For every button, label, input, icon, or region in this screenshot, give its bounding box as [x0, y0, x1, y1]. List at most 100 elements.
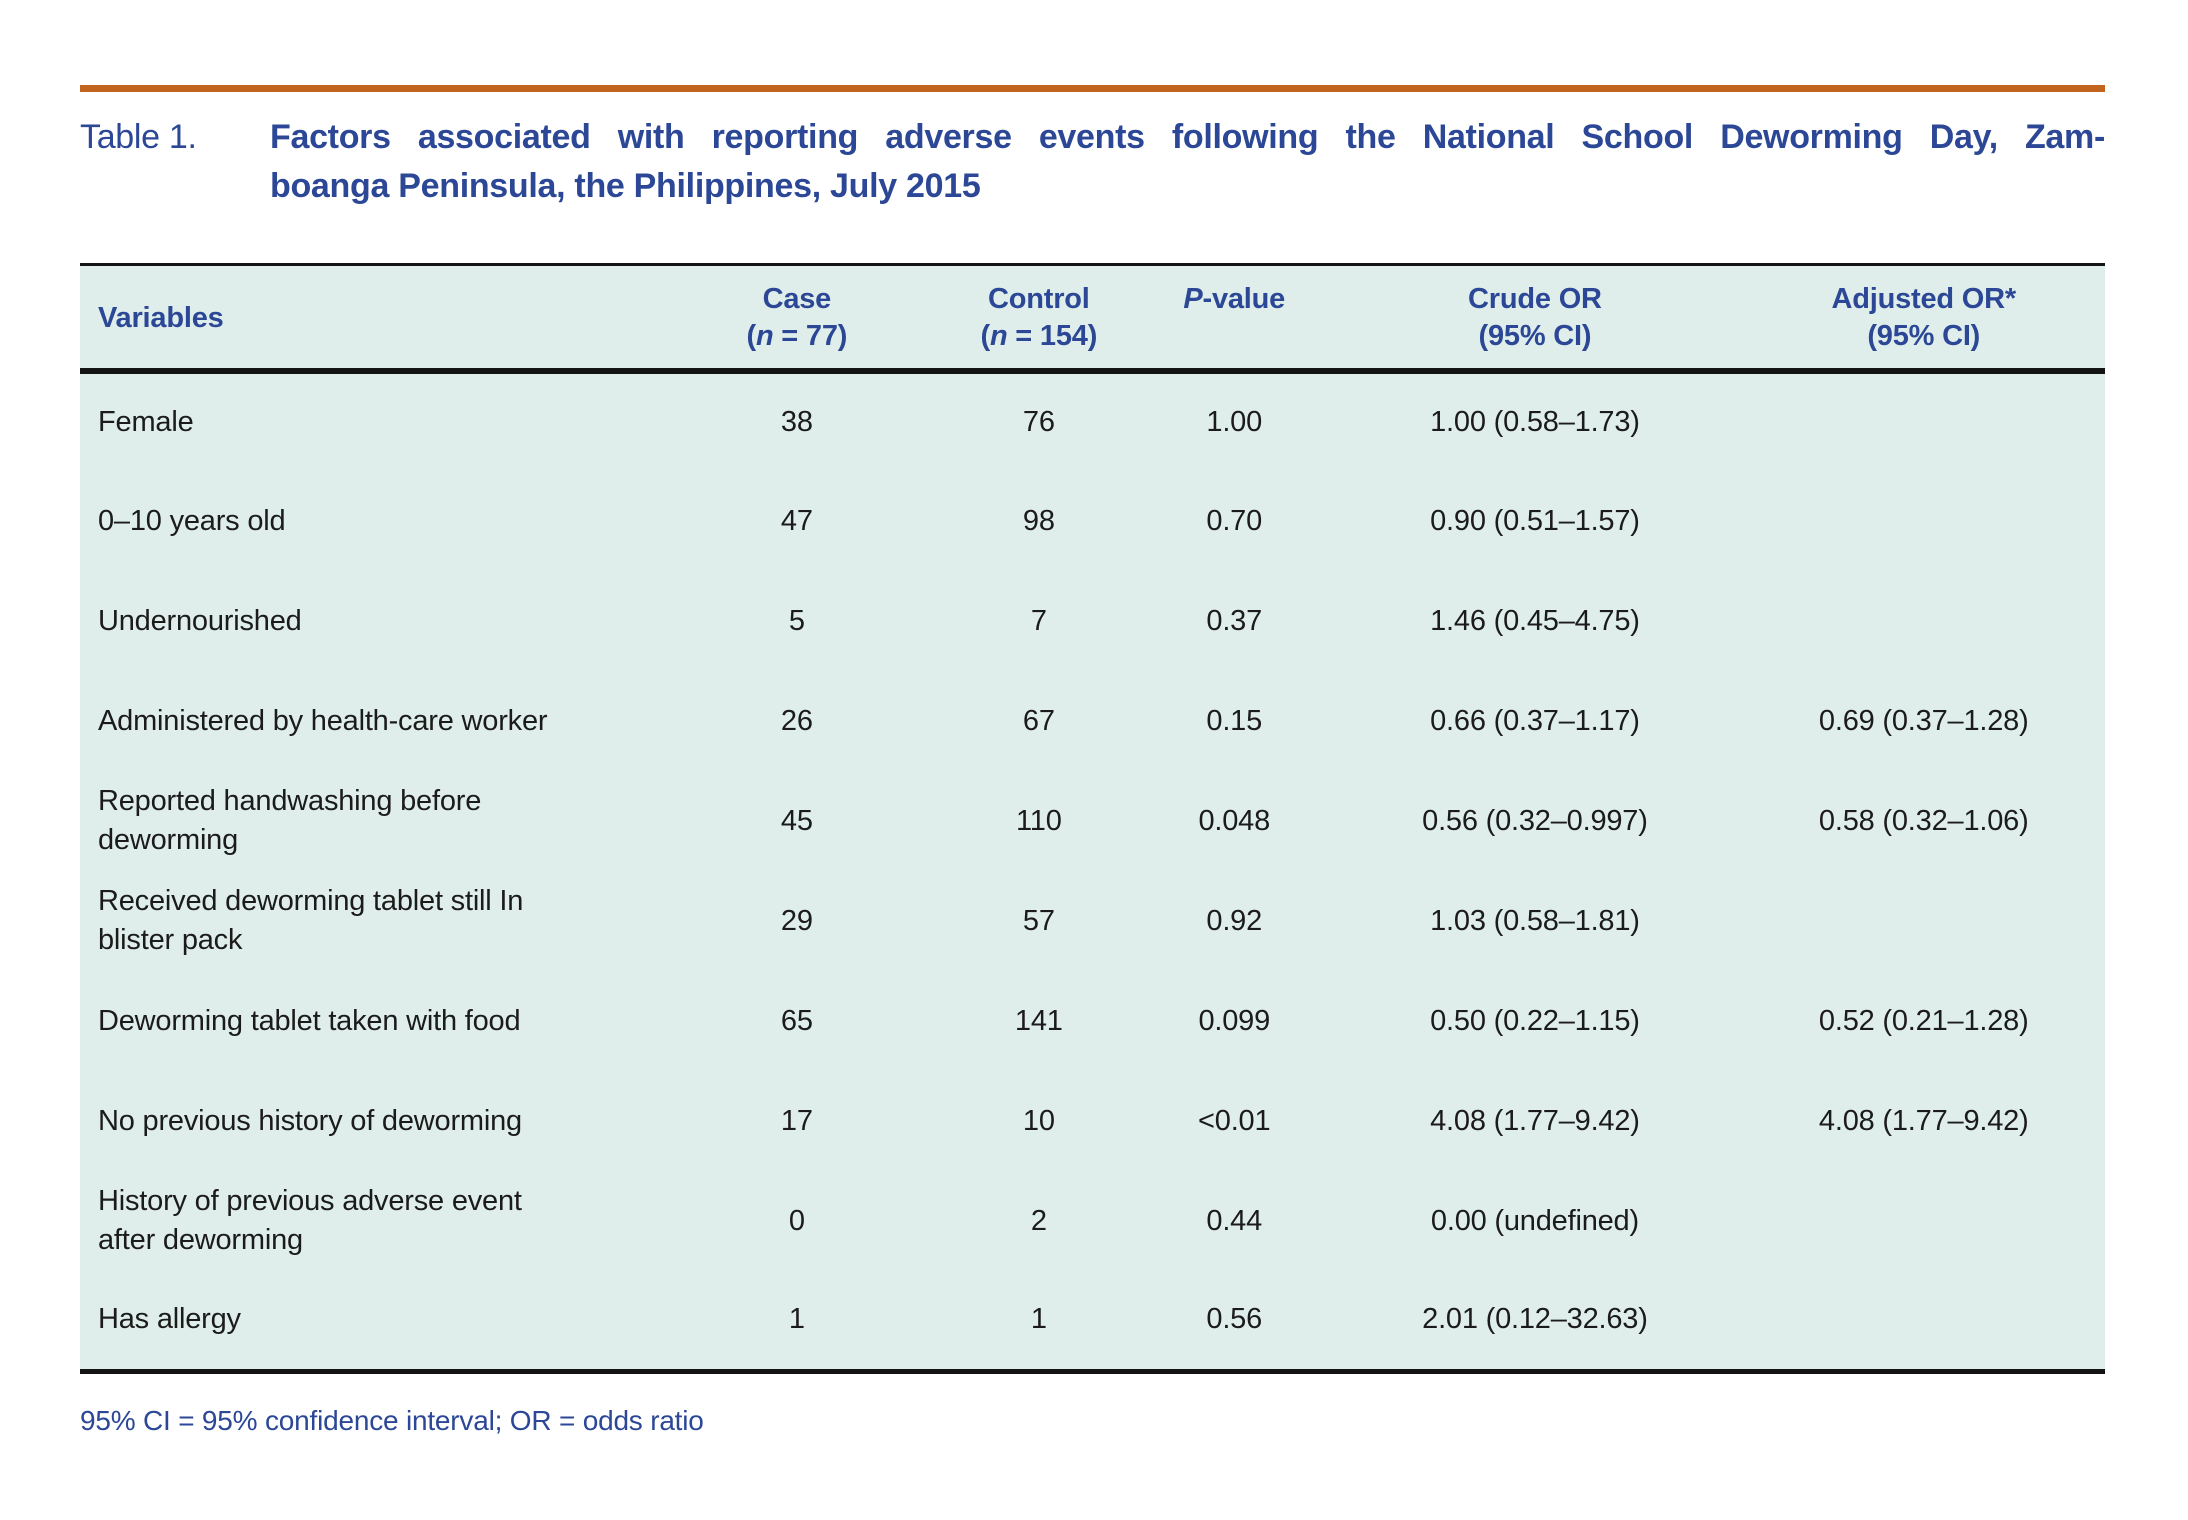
n-value: = 77) — [773, 320, 848, 352]
data-table: Variables Case (n = 77) Control (n = 154… — [80, 263, 2105, 1374]
table-row: History of previous adverse event after … — [80, 1171, 2105, 1271]
variable-label: Has allergy — [98, 1303, 241, 1336]
variable-cell: Deworming tablet taken with food — [80, 971, 657, 1071]
variable-cell: No previous history of deworming — [80, 1071, 657, 1171]
pvalue-cell: 0.15 — [1206, 704, 1263, 737]
table-row: Received deworming tablet still In blist… — [80, 871, 2105, 971]
adjusted-or-cell — [1742, 571, 2105, 671]
table-header: Variables Case (n = 77) Control (n = 154… — [80, 264, 2105, 374]
case-cell: 29 — [780, 904, 813, 937]
case-cell: 65 — [780, 1004, 813, 1037]
table-title-line2: boanga Peninsula, the Philippines, July … — [270, 167, 981, 205]
adjusted-or-cell — [1742, 1171, 2105, 1271]
header-control-n: (n = 154) — [937, 318, 1142, 355]
variable-cell: History of previous adverse event after … — [80, 1171, 657, 1271]
variable-label: Female — [98, 406, 194, 438]
control-cell: 2 — [1030, 1204, 1047, 1237]
control-cell: 1 — [1030, 1303, 1047, 1336]
pvalue-cell: 0.92 — [1206, 904, 1263, 937]
variable-label: No previous history of deworming — [98, 1104, 522, 1137]
pvalue-cell: <0.01 — [1198, 1104, 1271, 1137]
adjusted-or-cell — [1742, 371, 2105, 471]
table-row: No previous history of deworming 17 10 <… — [80, 1071, 2105, 1171]
variable-cell: Received deworming tablet still In blist… — [80, 871, 657, 971]
footnote: 95% CI = 95% confidence interval; OR = o… — [80, 1404, 704, 1436]
variable-label: 0–10 years old — [98, 504, 286, 537]
table-label: Table 1. — [80, 118, 197, 156]
control-cell: 110 — [1016, 804, 1062, 837]
case-cell: 0 — [788, 1204, 805, 1237]
header-row: Variables Case (n = 77) Control (n = 154… — [80, 264, 2105, 374]
pvalue-cell: 0.70 — [1206, 504, 1263, 537]
control-cell: 67 — [1022, 704, 1055, 737]
crude-or-cell: 1.03 (0.58–1.81) — [1430, 904, 1640, 937]
adjusted-or-cell — [1742, 1271, 2105, 1371]
header-adjusted-or-label: Adjusted OR* — [1831, 283, 2016, 315]
table-title: Factors associated with reporting advers… — [270, 113, 2105, 211]
pvalue-cell: 0.56 — [1206, 1303, 1263, 1336]
variable-label: Administered by health-care worker — [98, 704, 548, 737]
table-body: Female 38 76 1.00 1.00 (0.58–1.73) 0–10 … — [80, 371, 2105, 1371]
pvalue-cell: 0.099 — [1198, 1004, 1271, 1037]
case-cell: 17 — [780, 1104, 813, 1137]
paren-open: ( — [746, 320, 756, 352]
header-variables: Variables — [80, 264, 658, 374]
header-pvalue-spacer — [1141, 318, 1327, 355]
header-variables-label: Variables — [98, 301, 224, 334]
pvalue-cell: 0.44 — [1206, 1204, 1263, 1237]
crude-or-cell: 0.90 (0.51–1.57) — [1430, 504, 1640, 537]
variable-cell: Has allergy — [80, 1271, 657, 1371]
variable-cell: Female — [80, 371, 657, 471]
control-cell: 10 — [1022, 1104, 1055, 1137]
pvalue-cell: 0.048 — [1198, 804, 1271, 837]
crude-or-cell: 1.00 (0.58–1.73) — [1430, 406, 1640, 438]
top-rule — [80, 85, 2105, 92]
header-case-label: Case — [762, 283, 832, 315]
control-cell: 76 — [1022, 406, 1055, 438]
paren-open: ( — [980, 320, 990, 352]
table-caption: Table 1. Factors associated with reporti… — [80, 113, 2105, 211]
control-cell: 7 — [1030, 604, 1047, 637]
variable-label: Received deworming tablet still In blist… — [98, 885, 524, 956]
table-row: Deworming tablet taken with food 65 141 … — [80, 971, 2105, 1071]
header-adjusted-or-ci: (95% CI) — [1867, 320, 1981, 352]
variable-label: Deworming tablet taken with food — [98, 1004, 521, 1037]
control-cell: 141 — [1014, 1004, 1063, 1037]
p-italic: P — [1183, 283, 1203, 315]
variable-label: Reported handwashing before deworming — [98, 785, 482, 856]
variable-cell: 0–10 years old — [80, 471, 657, 571]
header-pvalue: P-value — [1141, 264, 1328, 374]
crude-or-cell: 4.08 (1.77–9.42) — [1430, 1104, 1640, 1137]
table-row: Female 38 76 1.00 1.00 (0.58–1.73) — [80, 371, 2105, 471]
header-crude-or-label: Crude OR — [1468, 283, 1602, 315]
pvalue-cell: 1.00 — [1206, 406, 1263, 438]
adjusted-or-cell — [1742, 471, 2105, 571]
adjusted-or-cell: 0.69 (0.37–1.28) — [1818, 704, 2029, 737]
case-cell: 47 — [780, 504, 813, 537]
header-crude-or: Crude OR (95% CI) — [1327, 264, 1743, 374]
case-cell: 1 — [788, 1303, 805, 1336]
header-control-label: Control — [987, 283, 1090, 315]
crude-or-cell: 0.66 (0.37–1.17) — [1430, 704, 1640, 737]
crude-or-cell: 0.56 (0.32–0.997) — [1422, 804, 1648, 837]
case-cell: 5 — [788, 604, 805, 637]
crude-or-cell: 0.50 (0.22–1.15) — [1430, 1004, 1640, 1037]
table-row: Has allergy 1 1 0.56 2.01 (0.12–32.63) — [80, 1271, 2105, 1371]
page: Table 1. Factors associated with reporti… — [80, 85, 2105, 1436]
table-row: 0–10 years old 47 98 0.70 0.90 (0.51–1.5… — [80, 471, 2105, 571]
crude-or-cell: 2.01 (0.12–32.63) — [1422, 1303, 1648, 1336]
n-italic: n — [755, 320, 774, 352]
header-control: Control (n = 154) — [936, 264, 1142, 374]
adjusted-or-cell — [1742, 871, 2105, 971]
control-cell: 98 — [1022, 504, 1055, 537]
variable-label: Undernourished — [98, 604, 302, 637]
crude-or-cell: 0.00 (undefined) — [1430, 1204, 1639, 1237]
header-case: Case (n = 77) — [657, 264, 937, 374]
n-value: = 154) — [1007, 320, 1098, 352]
crude-or-cell: 1.46 (0.45–4.75) — [1430, 604, 1640, 637]
n-italic: n — [989, 320, 1008, 352]
header-crude-or-ci: (95% CI) — [1478, 320, 1592, 352]
variable-cell: Undernourished — [80, 571, 657, 671]
control-cell: 57 — [1022, 904, 1055, 937]
variable-label: History of previous adverse event after … — [98, 1185, 522, 1256]
